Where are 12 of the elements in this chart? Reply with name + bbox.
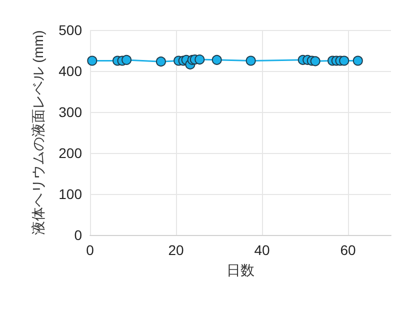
- x-tick-label: 20: [168, 242, 184, 258]
- x-tick-label: 0: [86, 242, 94, 258]
- y-tick-label: 100: [58, 186, 82, 202]
- x-axis-title: 日数: [226, 262, 254, 278]
- y-tick-label: 300: [58, 104, 82, 120]
- y-tick-label: 500: [58, 22, 82, 38]
- x-tick-label: 60: [340, 242, 356, 258]
- y-axis-title: 液体ヘリウムの液面レベル (mm): [30, 30, 46, 235]
- y-tick-label: 400: [58, 63, 82, 79]
- y-tick-label: 200: [58, 145, 82, 161]
- y-tick-label: 0: [74, 227, 82, 243]
- x-tick-label: 40: [254, 242, 270, 258]
